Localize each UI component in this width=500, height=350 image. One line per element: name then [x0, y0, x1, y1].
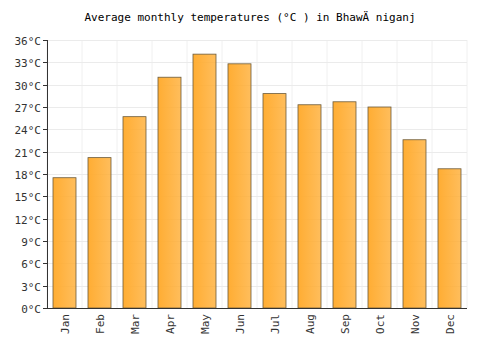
grid-line-y	[47, 85, 467, 86]
bar	[123, 117, 146, 308]
y-tick	[43, 286, 47, 287]
x-tick-label: Jul	[269, 314, 282, 334]
x-tick-label: Sep	[339, 314, 352, 334]
bar	[53, 178, 76, 308]
x-tick-label: Jan	[59, 314, 72, 334]
y-tick-label: 9°C	[21, 236, 41, 249]
y-tick-label: 30°C	[15, 80, 42, 93]
x-tick-label: Dec	[444, 314, 457, 334]
bar	[263, 94, 286, 308]
y-tick	[43, 62, 47, 63]
grid-line-y	[47, 308, 467, 309]
bar	[403, 140, 426, 308]
chart: Average monthly temperatures (°C ) in Bh…	[0, 0, 500, 350]
y-tick-label: 18°C	[15, 169, 42, 182]
y-tick-label: 24°C	[15, 124, 42, 137]
y-tick	[43, 152, 47, 153]
x-tick-label: Jun	[234, 314, 247, 334]
y-tick	[43, 196, 47, 197]
grid-line-y	[47, 62, 467, 63]
y-tick-label: 15°C	[15, 191, 42, 204]
y-tick	[43, 263, 47, 264]
bar	[88, 158, 111, 308]
bar	[438, 169, 461, 308]
x-axis	[47, 308, 467, 309]
y-tick	[43, 85, 47, 86]
bar	[193, 54, 216, 308]
x-tick-label: May	[199, 314, 212, 334]
bar	[368, 107, 391, 308]
y-tick	[43, 174, 47, 175]
y-tick	[43, 219, 47, 220]
y-axis	[47, 40, 48, 308]
y-tick-label: 0°C	[21, 303, 41, 316]
grid-line-y	[47, 107, 467, 108]
y-tick-label: 6°C	[21, 258, 41, 271]
bars	[53, 54, 461, 308]
bar	[333, 102, 356, 308]
grid	[47, 40, 467, 309]
x-tick-label: Aug	[304, 314, 317, 334]
y-tick-label: 12°C	[15, 214, 42, 227]
y-tick-label: 21°C	[15, 147, 42, 160]
y-tick	[43, 40, 47, 41]
title: Average monthly temperatures (°C ) in Bh…	[84, 11, 415, 24]
grid-line-y	[47, 129, 467, 130]
x-tick-label: Oct	[374, 314, 387, 334]
bar	[228, 64, 251, 308]
y-tick-label: 3°C	[21, 281, 41, 294]
bar	[298, 105, 321, 308]
x-tick-label: Mar	[129, 314, 142, 334]
y-tick	[43, 308, 47, 309]
x-tick-label: Nov	[409, 314, 422, 334]
y-tick-label: 33°C	[15, 57, 42, 70]
y-tick-label: 36°C	[15, 35, 42, 48]
y-tick-label: 27°C	[15, 102, 42, 115]
grid-line-y	[47, 40, 467, 41]
x-tick-label: Feb	[94, 314, 107, 334]
y-tick	[43, 107, 47, 108]
x-tick-label: Apr	[164, 314, 177, 334]
bar	[158, 77, 181, 308]
y-tick	[43, 129, 47, 130]
y-tick	[43, 241, 47, 242]
